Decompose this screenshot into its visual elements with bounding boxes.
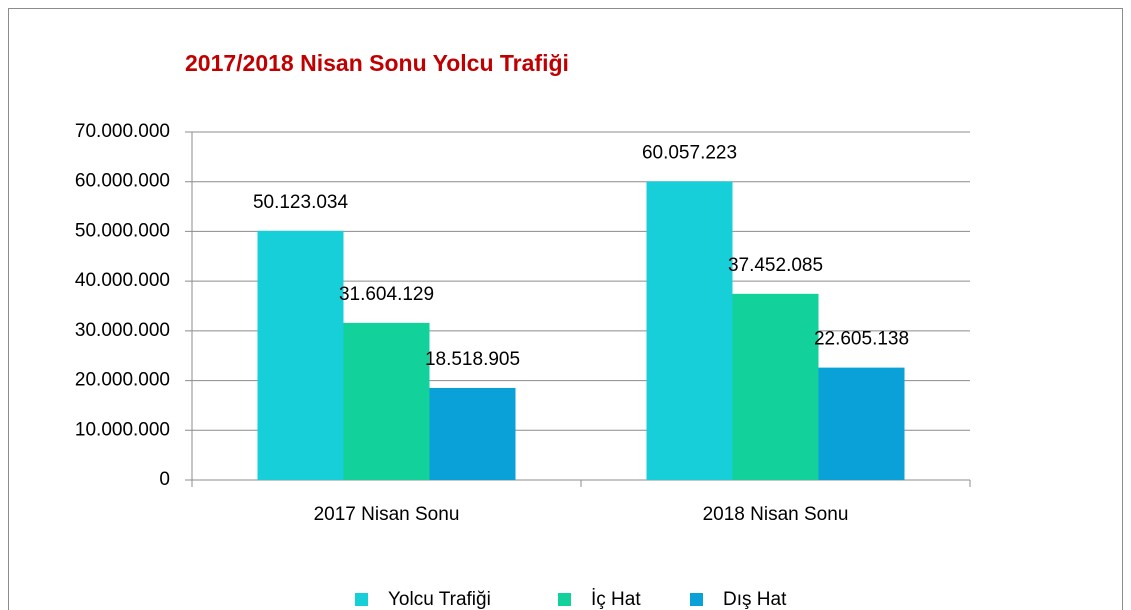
y-tick-label: 60.000.000 <box>75 171 170 192</box>
chart-border <box>8 8 1123 610</box>
bar <box>818 367 905 480</box>
bar <box>646 181 733 480</box>
bar <box>429 387 516 480</box>
legend-swatch <box>690 593 703 606</box>
data-label: 37.452.085 <box>728 255 823 276</box>
data-label: 50.123.034 <box>253 192 349 213</box>
chart-title: 2017/2018 Nisan Sonu Yolcu Trafiği <box>185 50 569 76</box>
y-tick-label: 70.000.000 <box>75 121 170 142</box>
y-tick-label: 50.000.000 <box>75 220 170 241</box>
data-label: 22.605.138 <box>814 329 909 350</box>
data-label: 60.057.223 <box>642 142 737 163</box>
x-tick-label: 2017 Nisan Sonu <box>314 504 460 525</box>
legend-label: İç Hat <box>591 589 641 610</box>
bar <box>257 230 344 480</box>
y-tick-label: 10.000.000 <box>75 419 170 440</box>
bar <box>732 293 819 480</box>
legend-label: Yolcu Trafiği <box>388 589 491 610</box>
data-label: 18.518.905 <box>425 349 520 370</box>
y-tick-label: 20.000.000 <box>75 370 170 391</box>
legend-label: Dış Hat <box>723 589 787 610</box>
y-tick-label: 0 <box>159 469 170 490</box>
y-tick-label: 30.000.000 <box>75 320 170 341</box>
data-label: 31.604.129 <box>339 284 434 305</box>
bar <box>343 322 430 480</box>
y-tick-label: 40.000.000 <box>75 270 170 291</box>
legend-swatch <box>558 593 571 606</box>
x-tick-label: 2018 Nisan Sonu <box>703 504 849 525</box>
legend-swatch <box>355 593 368 606</box>
